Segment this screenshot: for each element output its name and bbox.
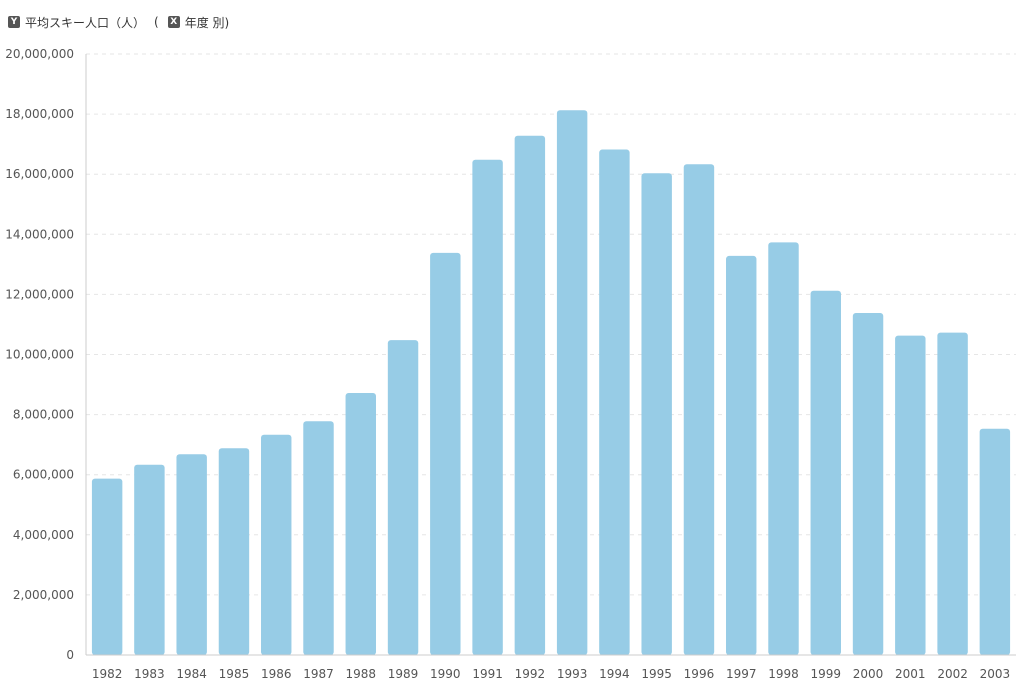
x-tick-label: 1982 <box>92 667 123 681</box>
y-tick-label: 2,000,000 <box>13 588 74 602</box>
x-tick-label: 2003 <box>980 667 1011 681</box>
bar <box>852 313 884 655</box>
bar <box>556 110 588 656</box>
bar <box>430 252 461 655</box>
bar <box>683 164 715 655</box>
x-tick-label: 1997 <box>726 667 757 681</box>
x-axis-ticks: 1982 1983 1984 1985 1986 1987 1988 1989 1990 1991… <box>92 667 1010 681</box>
x-tick-label: 1983 <box>134 667 165 681</box>
x-tick-label: 1999 <box>810 667 841 681</box>
y-axis-title: 平均スキー人口（人） <box>25 15 146 30</box>
bar <box>176 454 207 655</box>
bar <box>726 255 757 655</box>
bar <box>895 335 926 655</box>
x-tick-label: 1985 <box>219 667 250 681</box>
chart-header: Y 平均スキー人口（人） ( X 年度 別) <box>8 12 229 32</box>
bar <box>261 434 292 655</box>
x-tick-label: 2001 <box>895 667 926 681</box>
bar <box>345 392 376 655</box>
bar <box>599 149 630 655</box>
x-tick-label: 1987 <box>303 667 334 681</box>
y-tick-label: 6,000,000 <box>13 468 74 482</box>
x-tick-label: 1988 <box>345 667 376 681</box>
x-tick-label: 1994 <box>599 667 630 681</box>
y-tick-label: 14,000,000 <box>5 227 74 241</box>
y-tick-label: 4,000,000 <box>13 528 74 542</box>
y-axis-badge: Y <box>8 16 20 28</box>
x-tick-label: 1986 <box>261 667 292 681</box>
x-tick-label: 1993 <box>557 667 588 681</box>
bar <box>387 340 419 655</box>
x-tick-label: 1992 <box>515 667 546 681</box>
bar <box>641 173 672 655</box>
x-tick-label: 1989 <box>388 667 419 681</box>
bar <box>91 478 123 655</box>
x-axis-badge: X <box>167 16 180 28</box>
bar <box>979 428 1011 655</box>
y-tick-label: 16,000,000 <box>5 167 74 181</box>
y-tick-label: 10,000,000 <box>5 348 74 362</box>
bar <box>303 421 334 655</box>
bar <box>514 135 546 656</box>
y-tick-label: 18,000,000 <box>5 107 74 121</box>
x-axis-title: 年度 別) <box>184 15 230 30</box>
bar <box>472 159 503 655</box>
bar <box>937 332 968 655</box>
y-axis-ticks: 0 2,000,000 4,000,000 6,000,000 8,000,000 10,… <box>5 47 74 662</box>
x-tick-label: 2002 <box>937 667 968 681</box>
bar <box>134 464 165 655</box>
x-tick-label: 1996 <box>684 667 715 681</box>
y-tick-label: 8,000,000 <box>13 408 74 422</box>
y-tick-label: 0 <box>66 648 74 662</box>
bars <box>91 110 1011 656</box>
open-paren: ( <box>154 15 159 29</box>
x-tick-label: 1990 <box>430 667 461 681</box>
bar <box>218 448 250 655</box>
x-tick-label: 2000 <box>853 667 884 681</box>
y-tick-label: 12,000,000 <box>5 287 74 301</box>
x-tick-label: 1991 <box>472 667 503 681</box>
y-tick-label: 20,000,000 <box>5 47 74 61</box>
x-tick-label: 1998 <box>768 667 799 681</box>
bar <box>810 290 841 655</box>
x-tick-label: 1984 <box>176 667 207 681</box>
bar <box>768 242 799 655</box>
x-tick-label: 1995 <box>641 667 672 681</box>
